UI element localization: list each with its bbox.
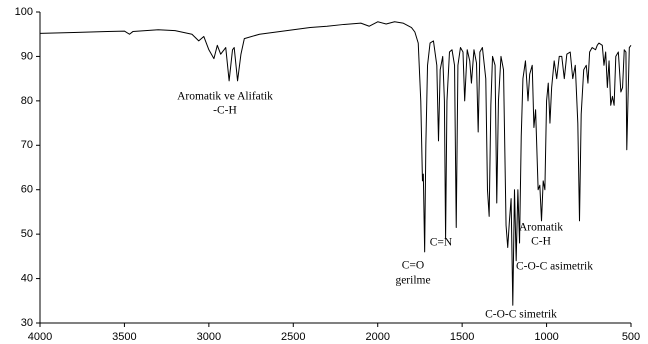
x-tick-label: 3000 bbox=[197, 331, 221, 343]
x-tick-label: 2500 bbox=[281, 331, 305, 343]
y-tick-label: 30 bbox=[21, 317, 33, 329]
x-tick-label: 4000 bbox=[28, 331, 52, 343]
y-tick-label: 50 bbox=[21, 228, 33, 240]
x-tick-label: 1500 bbox=[450, 331, 474, 343]
spectrum-line bbox=[39, 21, 632, 306]
annotation: Aromatik ve Alifatik bbox=[177, 91, 273, 103]
annotation: C=O bbox=[402, 260, 424, 272]
y-tick-label: 100 bbox=[15, 6, 33, 18]
annotation: C=N bbox=[430, 237, 453, 249]
y-tick-label: 80 bbox=[21, 95, 33, 107]
x-tick-label: 3500 bbox=[112, 331, 136, 343]
annotation: C-H bbox=[531, 236, 551, 248]
annotation: Aromatik bbox=[519, 222, 563, 234]
y-tick-label: 40 bbox=[21, 272, 33, 284]
y-tick-label: 90 bbox=[21, 50, 33, 62]
annotation: -C-H bbox=[213, 105, 237, 117]
x-tick-label: 500 bbox=[622, 331, 640, 343]
annotation: C-O-C simetrik bbox=[485, 309, 557, 321]
annotation: gerilme bbox=[395, 275, 430, 287]
x-tick-label: 2000 bbox=[365, 331, 389, 343]
annotation: C-O-C asimetrik bbox=[516, 261, 593, 273]
x-tick-label: 1000 bbox=[534, 331, 558, 343]
y-tick-label: 70 bbox=[21, 139, 33, 151]
y-tick-label: 60 bbox=[21, 184, 33, 196]
